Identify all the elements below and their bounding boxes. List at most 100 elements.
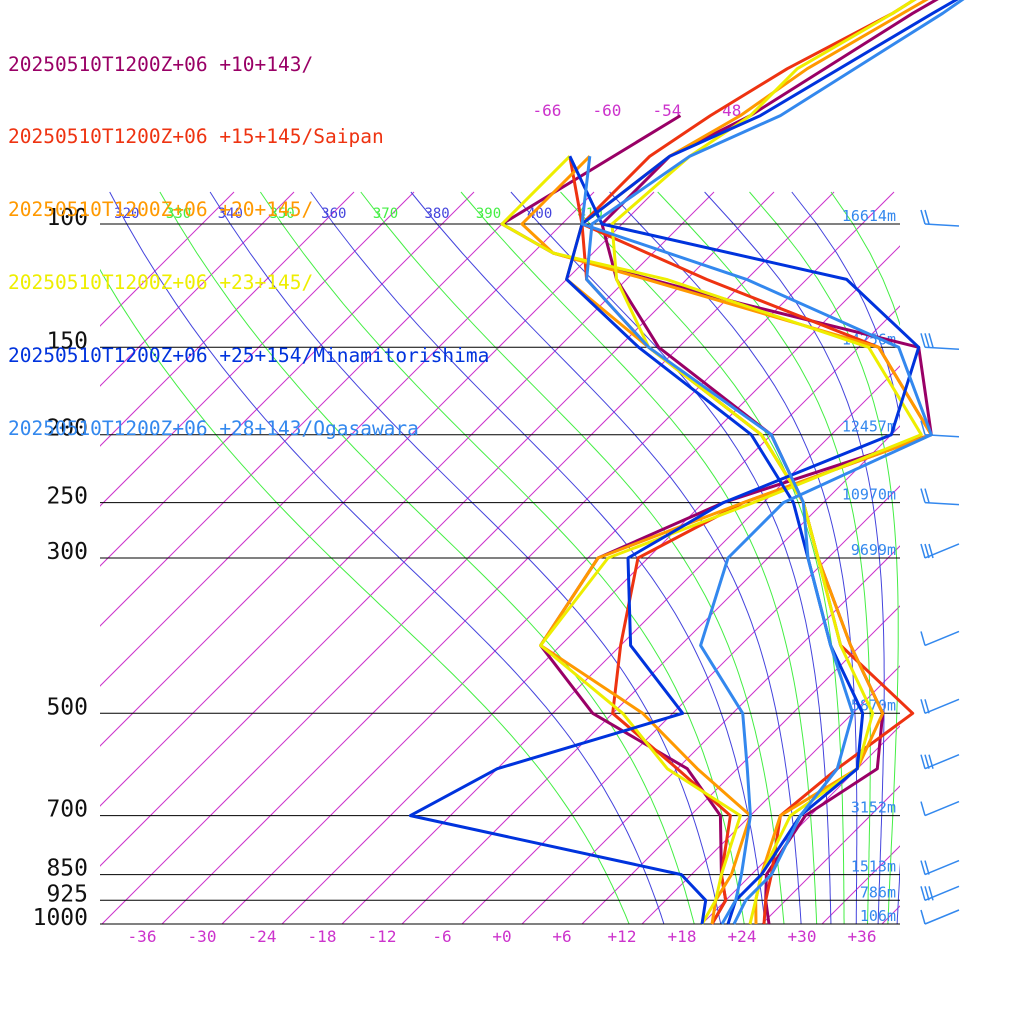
wind-barb bbox=[920, 698, 960, 714]
wind-barb-feather bbox=[920, 860, 926, 875]
pressure-label: 200 bbox=[46, 416, 88, 442]
wind-barb-staff bbox=[924, 885, 960, 901]
pressure-label: 250 bbox=[46, 484, 88, 510]
wind-barb bbox=[920, 909, 960, 925]
height-label: 10970m bbox=[842, 486, 896, 504]
wind-barb bbox=[920, 800, 960, 817]
legend-entry-2: 20250510T1200Z+06 +15+145/Saipan bbox=[8, 125, 384, 149]
wind-barb-feather bbox=[920, 488, 926, 503]
wind-barb-staff bbox=[924, 630, 960, 647]
theta-e-label: 380 bbox=[424, 206, 449, 222]
wind-barb-feather bbox=[924, 886, 930, 901]
wind-barb-feather bbox=[920, 754, 926, 769]
wind-barb-feather bbox=[920, 333, 926, 348]
height-label: 3152m bbox=[851, 799, 896, 817]
isotherm-line bbox=[100, 191, 415, 507]
wind-barb bbox=[920, 209, 960, 227]
wind-barb bbox=[920, 543, 960, 559]
wind-barb-staff bbox=[924, 223, 960, 227]
isotherm-line bbox=[100, 191, 235, 327]
legend-entry-4: 20250510T1200Z+06 +23+145/ bbox=[8, 271, 314, 295]
isotherm-top-label: -48 bbox=[713, 101, 742, 120]
theta-e-curve bbox=[460, 191, 818, 924]
isotherm-line bbox=[761, 785, 900, 924]
height-label: 16614m bbox=[842, 207, 896, 225]
pressure-label: 500 bbox=[46, 694, 88, 720]
legend-entry-1: 20250510T1200Z+06 +10+143/ bbox=[8, 52, 314, 76]
wind-barb-feather bbox=[924, 543, 930, 559]
theta-e-label: 320 bbox=[114, 206, 139, 222]
isotherm-line bbox=[100, 191, 295, 387]
theta-e-curve bbox=[410, 191, 802, 924]
temperature-tick-label: -24 bbox=[248, 927, 277, 946]
height-label: 12457m bbox=[842, 418, 896, 436]
wind-barb-feather bbox=[920, 699, 926, 714]
dewpoint-line bbox=[520, 155, 933, 925]
height-label: 786m bbox=[860, 883, 896, 901]
wind-barb bbox=[920, 420, 960, 438]
wind-barb bbox=[920, 630, 960, 647]
wind-barb-feather bbox=[928, 333, 934, 348]
wind-barb-feather bbox=[924, 754, 930, 769]
theta-e-label: 400 bbox=[527, 206, 552, 222]
wind-barb-feather bbox=[928, 543, 934, 559]
isotherm-line bbox=[100, 191, 355, 447]
theta-e-curve bbox=[609, 191, 858, 924]
sounding-series bbox=[408, 0, 965, 925]
isotherm-line bbox=[581, 605, 900, 924]
pressure-label: 150 bbox=[46, 328, 88, 354]
legend-entry-6: 20250510T1200Z+06 +28+143/Ogasawara bbox=[8, 417, 419, 441]
wind-barb-feather bbox=[920, 886, 926, 901]
temperature-tick-label: +24 bbox=[728, 927, 757, 946]
theta-e-curve bbox=[310, 191, 766, 924]
temperature-tick-label: +18 bbox=[668, 927, 697, 946]
theta-e-label: 330 bbox=[166, 206, 191, 222]
isotherm-top-label: -60 bbox=[593, 101, 622, 120]
theta-e-curve bbox=[704, 191, 885, 924]
height-label: 106m bbox=[860, 907, 896, 925]
temperature-line bbox=[585, 0, 965, 925]
wind-barb bbox=[920, 859, 960, 876]
wind-barb-feather bbox=[920, 209, 926, 225]
temperature-line bbox=[565, 0, 959, 925]
theta-e-curve bbox=[360, 191, 785, 924]
legend-entry-5: 20250510T1200Z+06 +25+154/Minamitorishim… bbox=[8, 344, 490, 368]
wind-barb bbox=[920, 885, 960, 901]
theta-e-label: 350 bbox=[269, 206, 294, 222]
wind-barb-staff bbox=[924, 346, 960, 351]
isotherm-top-label: -66 bbox=[533, 101, 562, 120]
wind-barb bbox=[920, 333, 960, 351]
theta-e-label: 390 bbox=[476, 206, 501, 222]
dewpoint-line bbox=[580, 156, 933, 925]
wind-barb-staff bbox=[924, 543, 960, 559]
temperature-line bbox=[565, 0, 929, 925]
pressure-level-lines bbox=[100, 223, 900, 925]
wind-barbs bbox=[920, 209, 960, 925]
theta-e-curve bbox=[100, 268, 630, 924]
theta-e-curve bbox=[560, 191, 845, 924]
legend-entry-3: 20250510T1200Z+06 +20+145/ bbox=[8, 198, 314, 222]
wind-barb-staff bbox=[924, 698, 960, 714]
wind-barb-feather bbox=[920, 420, 926, 435]
theta-e-label: 340 bbox=[218, 206, 243, 222]
theta-e-curve bbox=[791, 191, 900, 924]
theta-e-curve bbox=[109, 191, 665, 924]
wind-barb-staff bbox=[924, 909, 960, 925]
pressure-label: 100 bbox=[46, 205, 88, 231]
temperature-tick-label: -18 bbox=[308, 927, 337, 946]
wind-barb-feather bbox=[920, 909, 926, 925]
temperature-tick-label: +36 bbox=[848, 927, 877, 946]
theta-e-curve bbox=[209, 191, 722, 924]
temperature-tick-label: -30 bbox=[188, 927, 217, 946]
pressure-label: 850 bbox=[46, 856, 88, 882]
temperature-tick-label: +6 bbox=[552, 927, 571, 946]
temperature-tick-label: +0 bbox=[492, 927, 511, 946]
chart-legend: 20250510T1200Z+06 +10+143/ 20250510T1200… bbox=[8, 4, 489, 466]
temperature-tick-label: -12 bbox=[368, 927, 397, 946]
pressure-label: 1000 bbox=[33, 905, 88, 931]
dewpoint-line bbox=[500, 155, 923, 925]
pressure-label: 300 bbox=[46, 539, 88, 565]
height-label: 1513m bbox=[851, 858, 896, 876]
